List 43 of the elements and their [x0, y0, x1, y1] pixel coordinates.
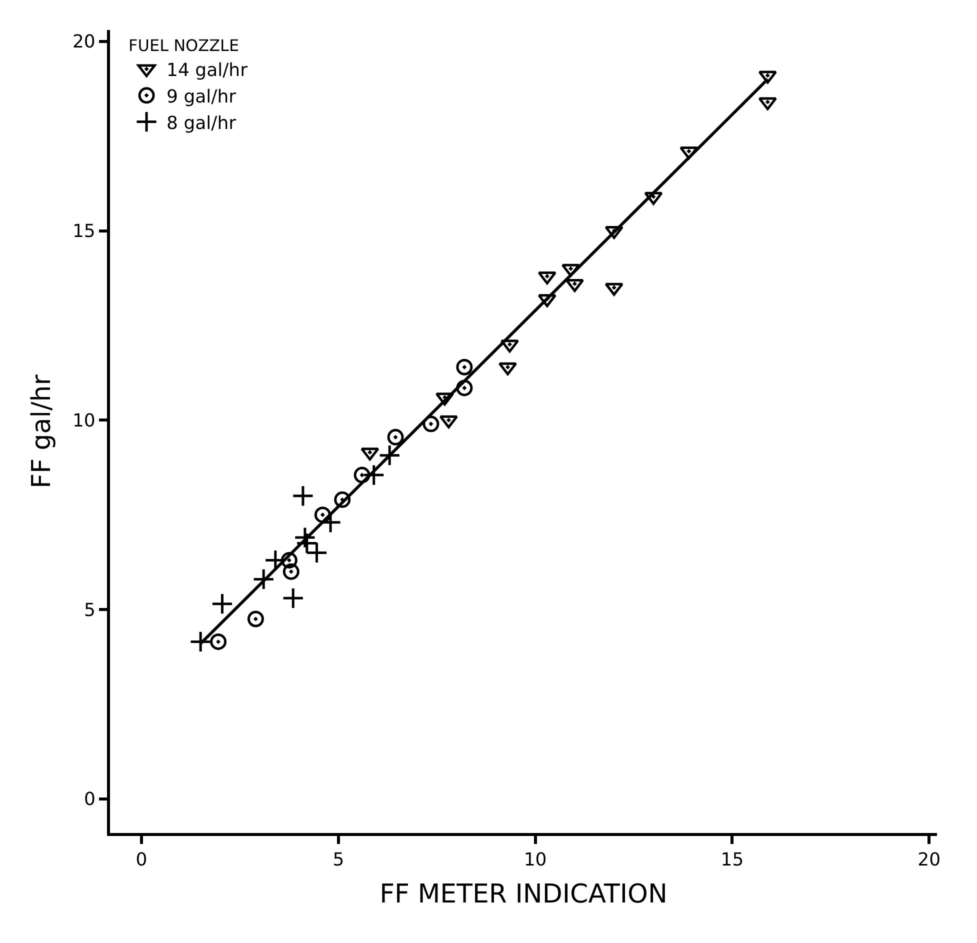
x-tick-label: 15	[720, 850, 744, 871]
point	[538, 294, 556, 308]
point	[282, 587, 304, 610]
point	[456, 380, 473, 396]
point	[247, 610, 264, 628]
point	[354, 466, 370, 484]
point	[644, 192, 663, 205]
point	[456, 358, 473, 376]
x-axis-title: FF METER INDICATION	[380, 879, 668, 910]
point	[680, 146, 698, 160]
point	[252, 568, 275, 590]
point	[422, 416, 440, 432]
legend-label: 14 gal/hr	[166, 60, 248, 82]
point	[211, 592, 234, 615]
x-tick-label: 5	[332, 850, 344, 871]
y-tick-label: 5	[84, 600, 96, 621]
x-tick-label: 10	[524, 850, 547, 871]
y-tick-label: 0	[84, 789, 96, 810]
point	[387, 428, 404, 446]
point	[538, 271, 556, 284]
point	[210, 633, 227, 650]
point	[334, 491, 351, 508]
point	[190, 630, 212, 653]
y-tick-label: 15	[72, 221, 96, 242]
point	[362, 464, 385, 486]
y-tick-label: 20	[72, 32, 96, 53]
y-tick-label: 10	[72, 410, 96, 432]
point	[282, 563, 300, 580]
y-axis-title: FF gal/hr	[26, 374, 57, 488]
point	[294, 526, 316, 549]
x-tick-label: 0	[136, 850, 148, 871]
point	[360, 448, 380, 461]
point	[604, 282, 624, 296]
point	[378, 444, 401, 466]
point	[292, 484, 314, 507]
point	[280, 552, 298, 569]
point	[758, 97, 777, 110]
point	[758, 70, 777, 84]
legend-label: 9 gal/hr	[166, 86, 237, 108]
legend-title: FUEL NOZZLE	[128, 36, 240, 55]
legend-label: 8 gal/hr	[166, 112, 237, 134]
x-tick-label: 20	[918, 850, 941, 871]
point	[314, 506, 331, 524]
